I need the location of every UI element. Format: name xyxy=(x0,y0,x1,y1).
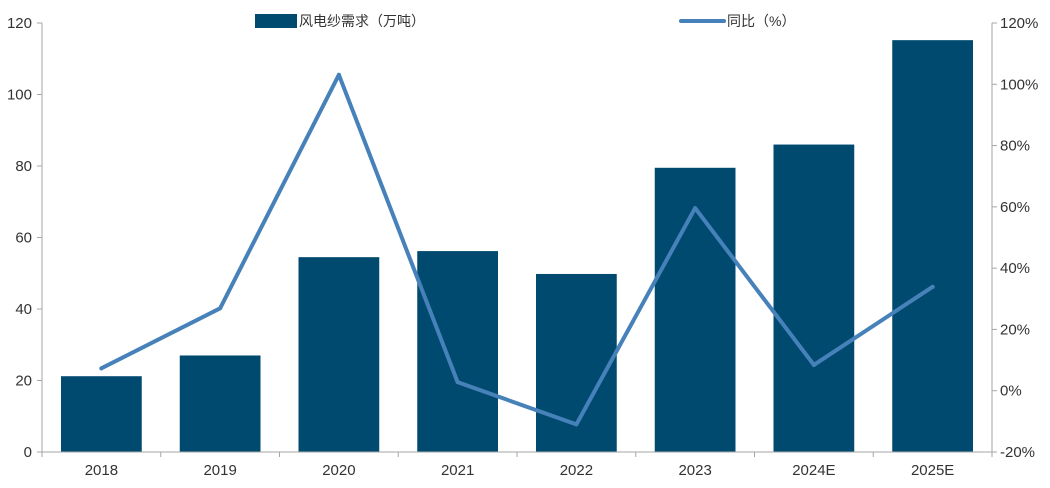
bar-2020 xyxy=(298,257,380,452)
x-tick-label: 2020 xyxy=(322,462,355,479)
right-tick-label: 40% xyxy=(1000,260,1030,277)
x-tick-label: 2022 xyxy=(560,462,593,479)
legend: 风电纱需求（万吨） 同比（%） xyxy=(255,13,795,29)
x-tick-label: 2018 xyxy=(85,462,118,479)
right-tick-label: 0% xyxy=(1000,383,1022,400)
x-tick-label: 2019 xyxy=(203,462,236,479)
bar-2024E xyxy=(773,144,855,453)
yoy-point-2018 xyxy=(99,366,104,371)
bar-2023 xyxy=(654,167,736,452)
x-axis-ticks: 2018 2019 2020 2021 2022 2023 2024E 2025E xyxy=(41,452,993,479)
line-series xyxy=(99,72,935,427)
bar-2025E xyxy=(892,40,973,452)
bar-2018 xyxy=(61,376,142,452)
bar-series xyxy=(61,40,973,453)
left-tick-label: 60 xyxy=(15,230,32,247)
legend-line-label: 同比（%） xyxy=(727,13,795,29)
right-tick-label: -20% xyxy=(1000,444,1035,461)
yoy-point-2021 xyxy=(455,380,460,385)
yoy-point-2020 xyxy=(336,72,341,77)
yoy-point-2022 xyxy=(574,422,579,427)
yoy-point-2019 xyxy=(218,306,223,311)
x-tick-label: 2025E xyxy=(911,462,954,479)
yoy-point-2025E xyxy=(930,284,935,289)
yoy-line xyxy=(99,72,935,427)
x-tick-label: 2021 xyxy=(441,462,474,479)
yoy-point-2024E xyxy=(811,362,816,367)
left-tick-label: 0 xyxy=(24,444,32,461)
right-axis-ticks: -20% 0% 20% 40% 60% 80% 100% 120% xyxy=(992,15,1038,461)
right-tick-label: 100% xyxy=(1000,76,1038,93)
left-tick-label: 100 xyxy=(7,87,32,104)
left-tick-label: 20 xyxy=(15,373,32,390)
left-tick-label: 40 xyxy=(15,301,32,318)
yoy-point-2023 xyxy=(693,206,698,211)
left-axis-ticks: 0 20 40 60 80 100 120 xyxy=(7,15,42,461)
legend-bar-swatch xyxy=(255,14,297,28)
right-tick-label: 80% xyxy=(1000,138,1030,155)
right-tick-label: 20% xyxy=(1000,321,1030,338)
left-tick-label: 120 xyxy=(7,15,32,32)
bar-2019 xyxy=(179,355,261,452)
left-tick-label: 80 xyxy=(15,158,32,175)
right-tick-label: 120% xyxy=(1000,15,1038,32)
x-tick-label: 2023 xyxy=(678,462,711,479)
x-tick-label: 2024E xyxy=(792,462,835,479)
legend-bar-label: 风电纱需求（万吨） xyxy=(299,13,425,29)
bar-2021 xyxy=(417,251,498,452)
right-tick-label: 60% xyxy=(1000,199,1030,216)
